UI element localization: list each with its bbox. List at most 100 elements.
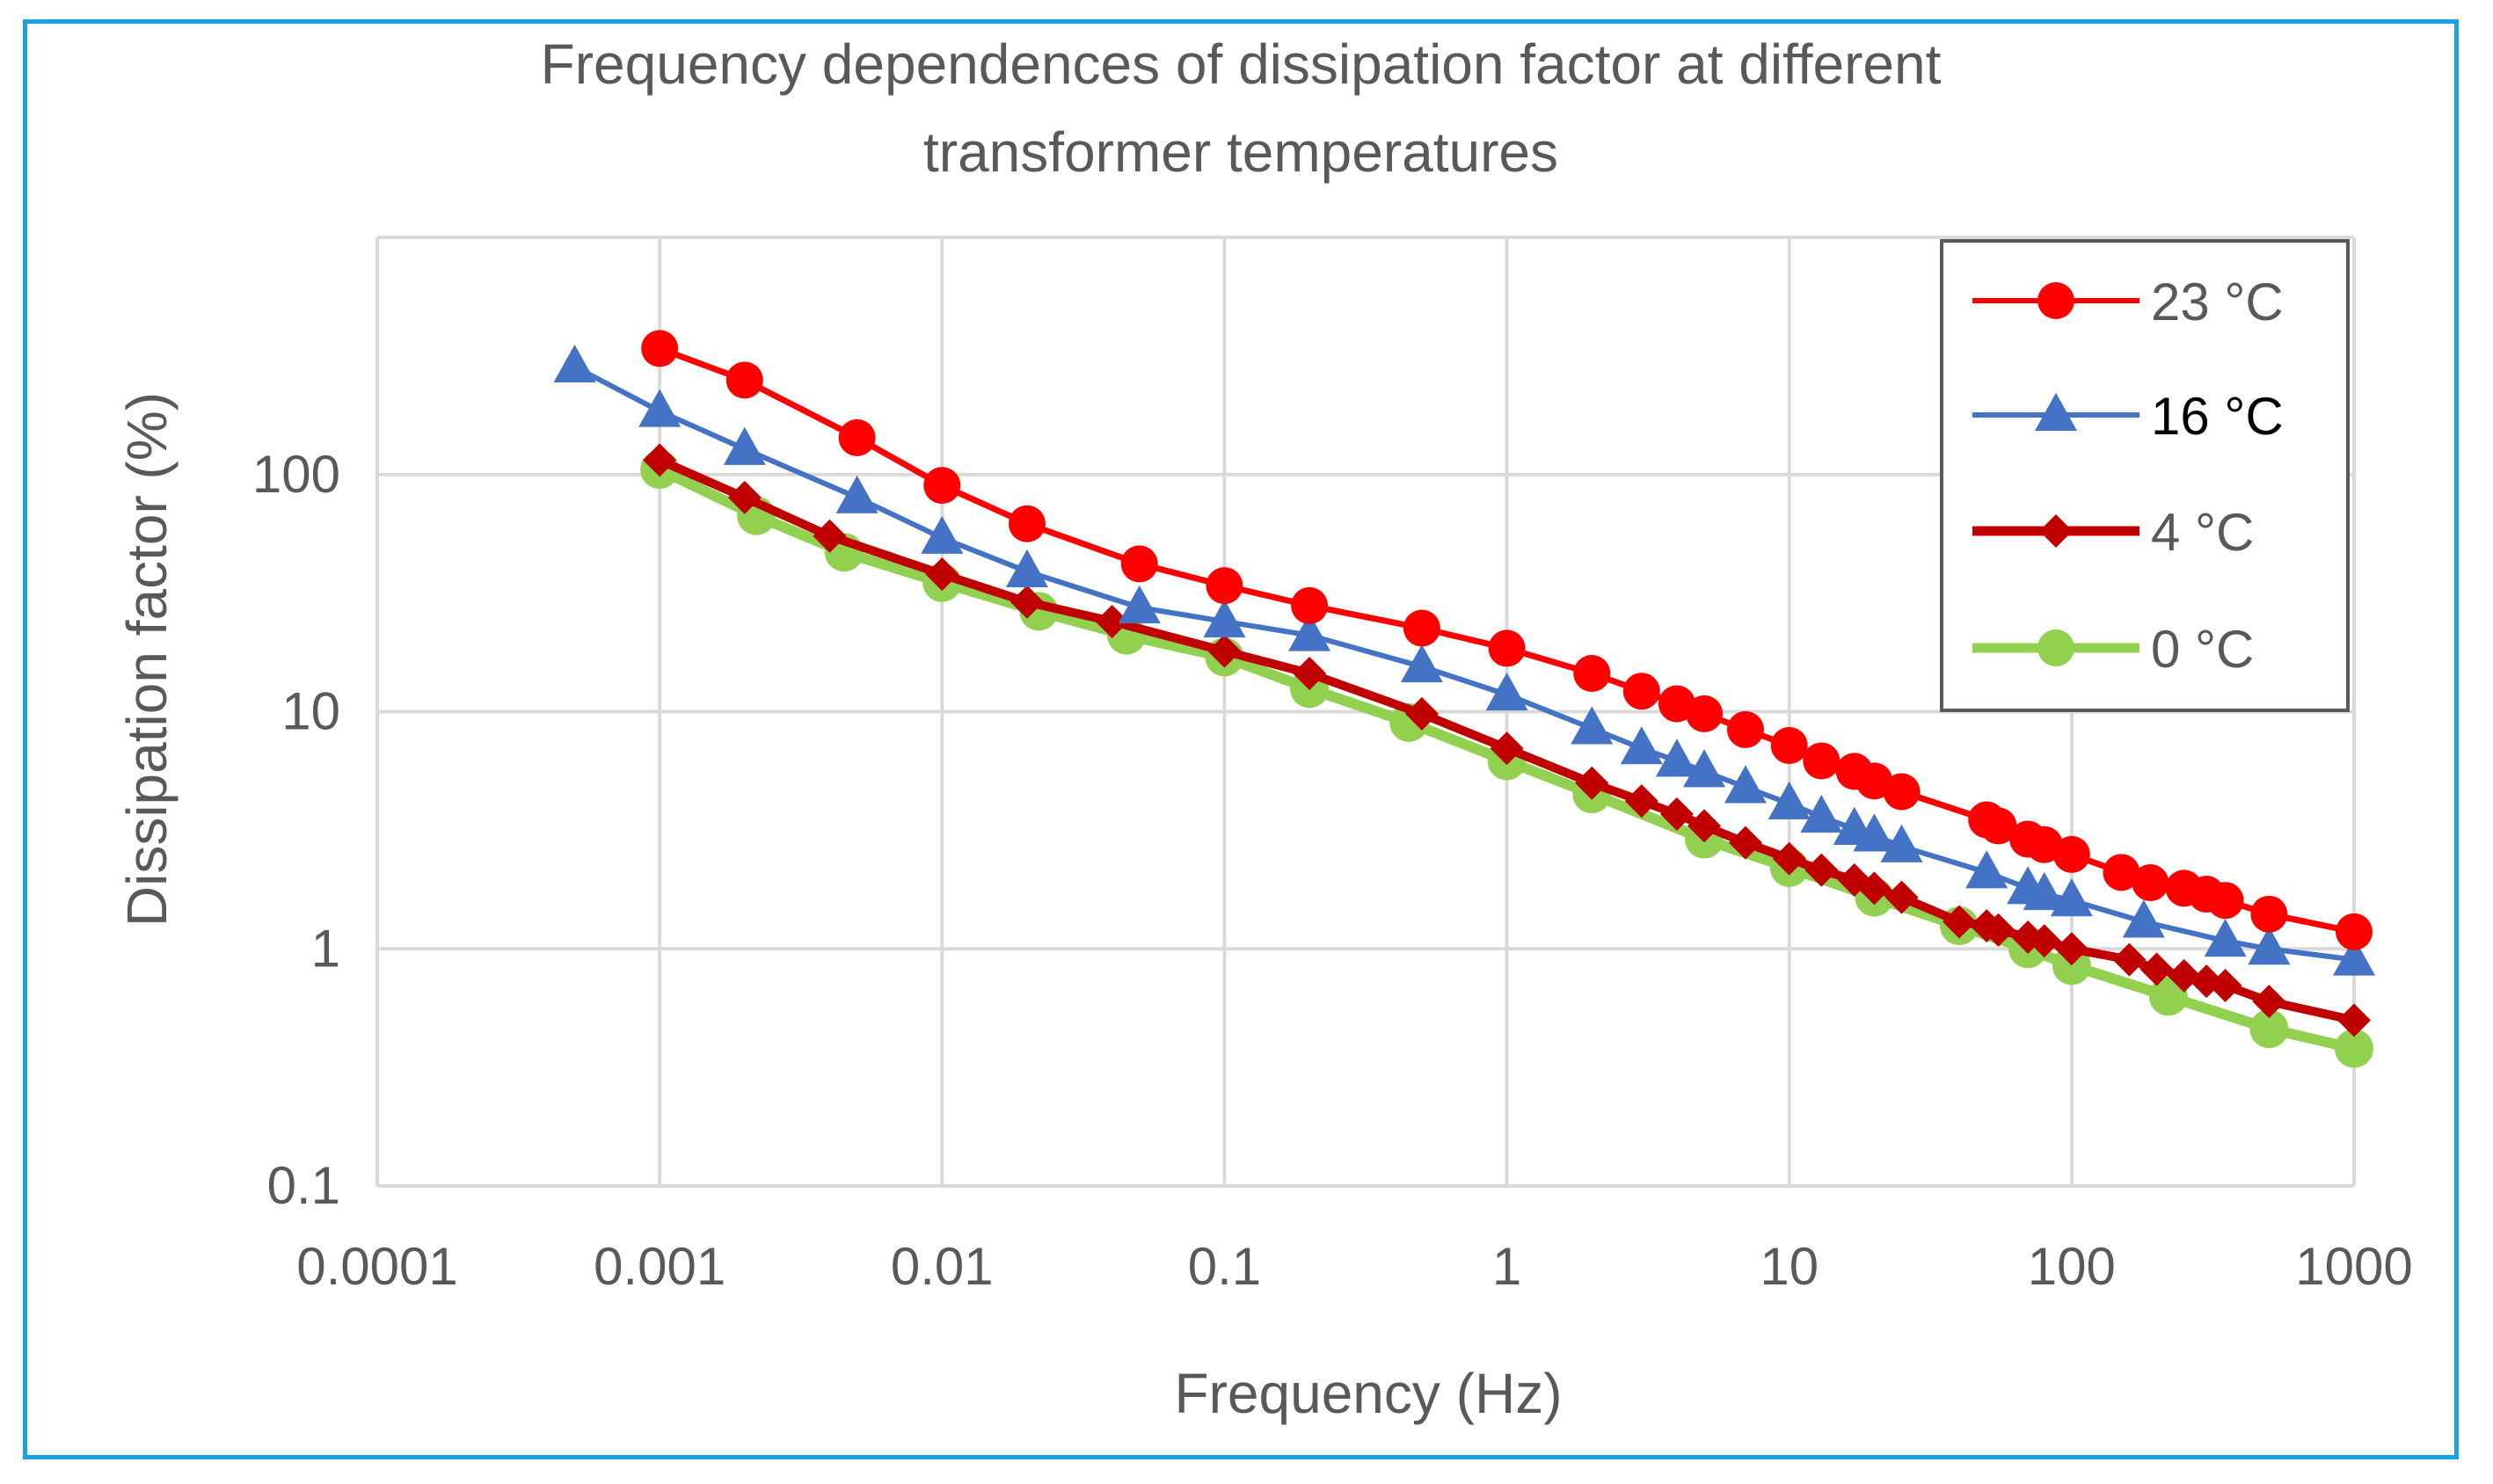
data-point [2336,913,2373,950]
data-point [1005,549,1048,588]
x-tick-label: 10 [1760,1237,1819,1296]
data-point [641,330,679,367]
series-0 [641,330,2373,950]
data-point [1207,634,1242,668]
data-point [1768,781,1811,819]
data-point [2250,895,2288,933]
data-point [2252,985,2286,1019]
y-axis-label: Dissipation factor (%) [115,392,179,927]
data-point [2167,958,2201,993]
data-point [1803,742,1841,780]
legend: 23 °C 16 °C 4 °C 0 °C [1940,239,2350,712]
data-point [2027,924,2061,958]
data-point [1800,794,1843,833]
legend-marker [2037,282,2074,319]
data-point [1571,706,1614,745]
legend-label: 23 °C [2151,273,2284,331]
data-point [1724,765,1767,804]
data-point [1095,604,1129,638]
data-point [2050,877,2093,917]
chart-svg: Frequency dependences of dissipation fac… [115,33,2413,1425]
data-point [1981,913,2016,947]
data-point [1620,726,1663,765]
data-point [2148,977,2188,1016]
data-point [1118,585,1161,623]
data-point [1979,807,2017,845]
data-point [2335,1029,2373,1068]
data-point [923,467,961,505]
data-point [2132,864,2169,902]
series-1 [553,344,2375,976]
data-point [1008,505,1046,542]
legend-marker [2035,392,2077,431]
data-point [2054,932,2088,966]
data-point [1624,784,1658,818]
y-tick-label: 0.1 [267,1156,340,1215]
data-point [2122,899,2165,938]
chart-title-line-1: Frequency dependences of dissipation fac… [541,33,1942,96]
data-point [2206,882,2244,920]
legend-marker [2037,629,2074,666]
data-point [925,557,959,592]
data-point [1884,880,1919,914]
data-point [2248,927,2291,965]
data-point [2052,946,2091,986]
data-point [1688,809,1722,843]
data-point [727,480,762,514]
data-point [2204,919,2247,957]
series-2 [643,443,2371,1037]
y-tick-label: 100 [252,445,340,504]
data-point [1686,695,1724,732]
data-point [2139,952,2174,986]
chart-title-line-2: transformer temperatures [923,120,1558,184]
data-point [1943,905,1977,939]
legend-label: 4 °C [2151,503,2254,562]
data-point [1485,672,1528,711]
data-point [1804,853,1839,887]
data-point [921,515,964,554]
data-point [1575,766,1609,800]
data-point [1857,871,1892,906]
data-point [1770,726,1808,764]
data-point [2103,854,2140,891]
data-point [2249,1009,2289,1049]
data-point [1400,644,1443,683]
data-point [1488,629,1526,667]
data-point [1120,545,1158,583]
data-point [1010,585,1044,619]
data-point [2333,937,2375,976]
data-point [2023,871,2066,911]
data-point [835,475,878,513]
data-point [1883,773,1921,811]
chart-frame: Frequency dependences of dissipation fac… [23,19,2459,1459]
x-tick-label: 1000 [2295,1237,2412,1296]
data-point [1203,599,1246,637]
data-point [1853,813,1896,852]
data-point [1288,613,1331,651]
data-point [553,344,596,383]
axis-tick-labels: 0.0001 0.001 0.01 0.1 1 10 100 1000 0.1 1 10 100 [252,445,2413,1296]
data-point [1206,567,1243,605]
data-point [1880,824,1923,862]
legend-item: 16 °C [1972,387,2284,446]
data-point [1622,673,1660,710]
data-point [1772,841,1806,876]
x-tick-label: 0.01 [891,1237,994,1296]
data-point [2052,835,2090,873]
data-point [1726,710,1764,748]
x-tick-label: 0.0001 [296,1237,458,1296]
y-tick-label: 1 [311,919,340,978]
x-tick-label: 0.001 [594,1237,725,1296]
legend-label: 0 °C [2151,620,2254,679]
data-point [1404,696,1439,731]
x-tick-label: 100 [2028,1237,2116,1296]
y-tick-label: 10 [281,682,340,741]
data-point [1655,738,1698,777]
data-point [2112,942,2147,977]
data-point [643,443,677,477]
legend-marker [2039,514,2073,548]
x-tick-label: 1 [1492,1237,1521,1296]
data-point [2337,1003,2371,1037]
data-point [1965,850,2008,889]
plot-series [553,330,2375,1068]
